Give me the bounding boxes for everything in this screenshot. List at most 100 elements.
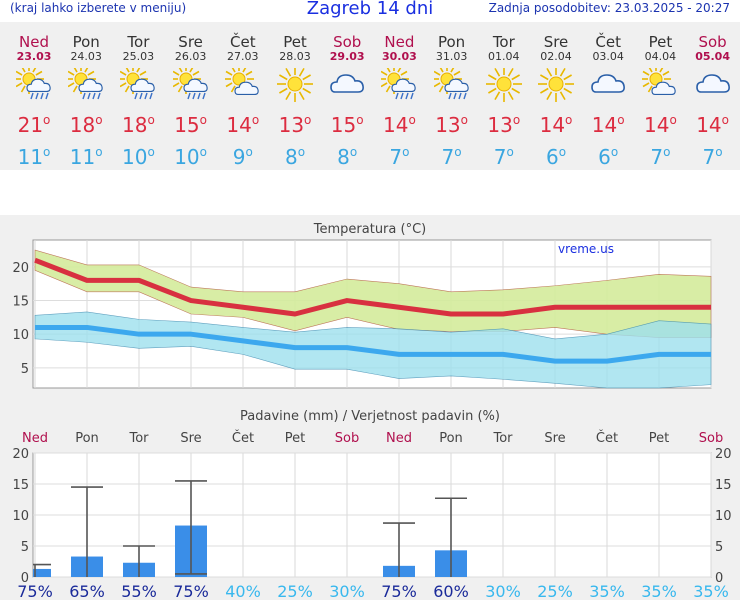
sun-cloud-rain-icon [68,68,103,100]
precipitation-y-tick-right: 5 [715,540,723,555]
daily-forecast-strip: Ned 23.03 21o 11o Pon 24.03 18o 11o Tor 25… [0,22,740,170]
max-temperature: 14o [591,113,625,137]
precipitation-day-label: Ned [22,431,48,446]
precipitation-y-tick-left: 20 [12,447,29,462]
precipitation-probability-label: 25% [277,582,313,600]
precipitation-y-tick-left: 10 [12,509,29,524]
max-temperature: 14o [696,113,729,137]
precipitation-probability-label: 75% [381,582,417,600]
max-temperature: 13o [278,113,312,137]
day-date: 26.03 [174,50,207,63]
day-date: 04.04 [644,50,677,63]
precipitation-probability-label: 25% [537,582,573,600]
cloud-icon [330,74,365,93]
sun-cloud-icon [642,68,677,95]
sun-cloud-rain-icon [381,68,417,100]
day-name: Ned [19,33,49,51]
day-date: 27.03 [227,50,259,63]
day-name: Čet [595,33,621,51]
min-temperature: 11o [69,145,103,169]
precipitation-day-label: Sre [544,431,565,446]
day-date: 31.03 [435,50,468,63]
precipitation-day-label: Ned [386,431,412,446]
day-name: Sob [698,33,727,51]
min-temperature: 10o [121,145,155,169]
min-temperature: 8o [284,145,306,169]
min-temperature: 7o [650,145,671,169]
day-date: 05.04 [695,50,730,63]
day-column: Ned 23.03 21o 11o [8,22,60,169]
precipitation-day-label: Tor [128,431,149,446]
day-name: Pet [648,33,673,51]
max-temperature: 21o [17,113,51,137]
precipitation-probability-label: 75% [17,582,53,600]
day-date: 02.04 [540,50,572,63]
page-title: Zagreb 14 dni [306,0,434,19]
precipitation-bar [33,568,51,577]
precipitation-y-tick-left: 0 [21,571,29,586]
day-column: Ned 30.03 14o 7o [373,22,425,169]
precipitation-probability-label: 30% [485,582,521,600]
sun-icon [538,68,574,102]
day-date: 23.03 [16,50,52,63]
day-column: Čet 27.03 14o 9o [217,22,269,169]
day-date: 03.04 [592,50,624,63]
day-column: Sre 02.04 14o 6o [530,22,582,169]
precipitation-day-label: Čet [232,430,254,446]
day-date: 29.03 [329,50,365,63]
precipitation-day-label: Pet [285,431,305,446]
watermark: vreme.us [558,242,614,256]
max-temperature: 13o [487,113,521,137]
precipitation-probability-label: 75% [173,582,209,600]
temperature-y-tick: 10 [12,328,29,343]
min-temperature: 7o [493,145,514,169]
sun-cloud-rain-icon [16,68,51,100]
precipitation-day-label: Pet [649,431,669,446]
sun-cloud-rain-icon [172,68,208,100]
sun-icon [485,68,522,102]
precipitation-probability-label: 40% [225,582,261,600]
precipitation-y-tick-right: 10 [715,509,732,524]
day-name: Ned [384,33,415,51]
day-date: 24.03 [70,50,102,63]
sun-cloud-rain-icon [433,68,469,100]
max-temperature: 14o [382,113,416,137]
day-column: Tor 25.03 18o 10o [112,22,164,169]
day-name: Sob [333,33,362,51]
min-temperature: 7o [441,145,462,169]
day-name: Čet [230,33,256,51]
day-name: Tor [492,33,515,51]
forecast-charts: 5 10 15 20 Temperatura (°C) vreme.us Padavine … [12,222,732,601]
day-name: Pon [72,33,100,51]
charts-panel: 5 10 15 20 Temperatura (°C) vreme.us Padavine … [0,215,740,601]
temperature-chart-title: Temperatura (°C) [313,222,426,237]
day-column: Sob 29.03 15o 8o [321,22,373,169]
day-column: Pon 31.03 13o 7o [426,22,478,169]
precipitation-day-label: Pon [75,431,99,446]
precipitation-probability-label: 60% [433,582,469,600]
day-date: 28.03 [279,50,311,63]
precipitation-day-label: Sre [180,431,201,446]
day-column: Čet 03.04 14o 6o [582,22,634,169]
max-temperature-line [34,257,711,317]
min-temperature: 8o [337,145,358,169]
day-date: 01.04 [488,50,520,63]
min-temperature: 10o [174,145,207,169]
precipitation-y-tick-right: 20 [715,447,732,462]
precipitation-day-label: Sob [335,431,359,446]
day-date: 25.03 [122,50,155,63]
day-date: 30.03 [381,50,417,63]
max-temperature: 18o [69,113,103,137]
max-temperature: 15o [174,113,207,137]
min-temperature: 6o [545,145,567,169]
max-temperature: 14o [539,113,573,137]
day-name: Sre [178,33,203,51]
max-temperature: 15o [330,113,364,137]
day-column: Tor 01.04 13o 7o [478,22,530,169]
temperature-y-tick: 20 [12,261,29,276]
min-temperature-line [35,324,711,364]
day-column: Sre 26.03 15o 10o [165,22,217,169]
precipitation-probability-label: 30% [329,582,365,600]
precipitation-y-tick-right: 0 [715,571,723,586]
precipitation-y-tick-left: 15 [12,478,29,493]
